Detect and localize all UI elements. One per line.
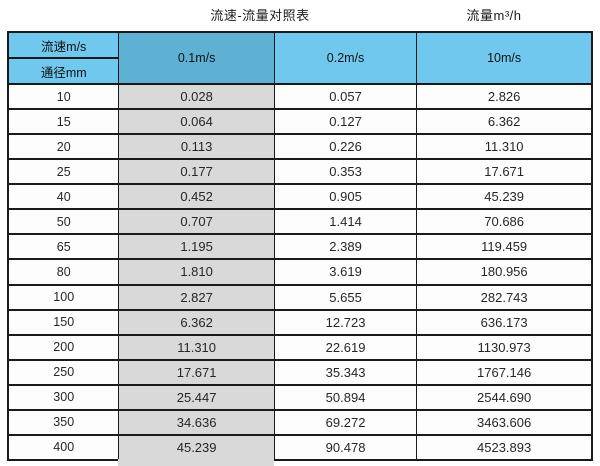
diameter-cell: 25 bbox=[7, 158, 120, 186]
table-row: 250 17.671 35.343 1767.146 bbox=[7, 358, 593, 386]
flow-value-cell: 0.452 bbox=[118, 183, 275, 211]
flow-value-cell: 1767.146 bbox=[416, 358, 593, 386]
table-row: 50 0.707 1.414 70.686 bbox=[7, 208, 593, 236]
flow-value-cell: 180.956 bbox=[416, 258, 593, 286]
table-row: 100 2.827 5.655 282.743 bbox=[7, 283, 593, 311]
flow-value-cell: 3463.606 bbox=[416, 408, 593, 436]
flow-value-cell: 2544.690 bbox=[416, 383, 593, 411]
flow-value-cell: 0.064 bbox=[118, 108, 275, 136]
page-title: 流速-流量对照表 bbox=[210, 8, 310, 23]
table-row: 20 0.113 0.226 11.310 bbox=[7, 133, 593, 161]
flow-value-cell: 0.353 bbox=[273, 158, 418, 186]
diameter-cell: 80 bbox=[7, 258, 120, 286]
flow-value-cell: 90.478 bbox=[273, 433, 418, 462]
diameter-cell: 50 bbox=[7, 208, 120, 236]
diameter-cell: 40 bbox=[7, 183, 120, 211]
header-velocity-label: 流速m/s bbox=[7, 31, 120, 59]
diameter-cell: 250 bbox=[7, 358, 120, 386]
header-row-velocity: 流速m/s 0.1m/s 0.2m/s 10m/s bbox=[7, 31, 593, 85]
diameter-cell: 150 bbox=[7, 308, 120, 336]
flow-value-cell: 636.173 bbox=[416, 308, 593, 336]
table-row: 40 0.452 0.905 45.239 bbox=[7, 183, 593, 211]
table-row: 15 0.064 0.127 6.362 bbox=[7, 108, 593, 136]
flow-value-cell: 1.195 bbox=[118, 233, 275, 261]
flow-value-cell: 25.447 bbox=[118, 383, 275, 411]
flow-value-cell: 0.127 bbox=[273, 108, 418, 136]
flow-value-cell: 45.239 bbox=[118, 433, 275, 462]
flow-value-cell: 0.177 bbox=[118, 158, 275, 186]
flow-value-cell: 1130.973 bbox=[416, 333, 593, 361]
flow-value-cell: 119.459 bbox=[416, 233, 593, 261]
flow-value-cell: 35.343 bbox=[273, 358, 418, 386]
flow-value-cell: 17.671 bbox=[416, 158, 593, 186]
flow-value-cell: 11.310 bbox=[416, 133, 593, 161]
diameter-cell: 200 bbox=[7, 333, 120, 361]
flow-value-cell: 17.671 bbox=[118, 358, 275, 386]
flow-value-cell: 0.028 bbox=[118, 82, 275, 111]
table-row: 150 6.362 12.723 636.173 bbox=[7, 308, 593, 336]
flow-value-cell: 50.894 bbox=[273, 383, 418, 411]
table-row: 200 11.310 22.619 1130.973 bbox=[7, 333, 593, 361]
table-body: 10 0.028 0.057 2.826 15 0.064 0.127 6.362 20 0.11… bbox=[7, 82, 593, 462]
flow-value-cell: 11.310 bbox=[118, 333, 275, 361]
table-row: 65 1.195 2.389 119.459 bbox=[7, 233, 593, 261]
flow-value-cell: 1.810 bbox=[118, 258, 275, 286]
flow-value-cell: 1.414 bbox=[273, 208, 418, 236]
flow-value-cell: 70.686 bbox=[416, 208, 593, 236]
flow-value-cell: 69.272 bbox=[273, 408, 418, 436]
table-row: 400 45.239 90.478 4523.893 bbox=[7, 433, 593, 462]
flow-value-cell: 6.362 bbox=[118, 308, 275, 336]
table-header: 流速m/s 0.1m/s 0.2m/s 10m/s 通径mm bbox=[7, 31, 593, 85]
cropped-next-row-stub bbox=[118, 459, 274, 466]
table-row: 300 25.447 50.894 2544.690 bbox=[7, 383, 593, 411]
table-row: 350 34.636 69.272 3463.606 bbox=[7, 408, 593, 436]
flow-value-cell: 0.905 bbox=[273, 183, 418, 211]
table-row: 10 0.028 0.057 2.826 bbox=[7, 82, 593, 111]
diameter-cell: 400 bbox=[7, 433, 120, 462]
diameter-cell: 15 bbox=[7, 108, 120, 136]
flow-value-cell: 45.239 bbox=[416, 183, 593, 211]
flow-value-cell: 0.707 bbox=[118, 208, 275, 236]
header-diameter-label: 通径mm bbox=[7, 57, 120, 85]
diameter-cell: 300 bbox=[7, 383, 120, 411]
flow-value-cell: 0.226 bbox=[273, 133, 418, 161]
table-row: 25 0.177 0.353 17.671 bbox=[7, 158, 593, 186]
flow-value-cell: 6.362 bbox=[416, 108, 593, 136]
flow-value-cell: 0.113 bbox=[118, 133, 275, 161]
header-velocity-0-2: 0.2m/s bbox=[273, 31, 418, 85]
header-row-diameter: 通径mm bbox=[7, 57, 592, 85]
flow-value-cell: 12.723 bbox=[273, 308, 418, 336]
flow-value-cell: 3.619 bbox=[273, 258, 418, 286]
flow-unit-label: 流量m³/h bbox=[466, 8, 522, 23]
diameter-cell: 65 bbox=[7, 233, 120, 261]
flow-value-cell: 22.619 bbox=[273, 333, 418, 361]
flow-value-cell: 2.827 bbox=[118, 283, 275, 311]
flow-value-cell: 2.389 bbox=[273, 233, 418, 261]
diameter-cell: 100 bbox=[7, 283, 120, 311]
header-velocity-0-1: 0.1m/s bbox=[118, 31, 275, 85]
flow-value-cell: 5.655 bbox=[273, 283, 418, 311]
flow-value-cell: 282.743 bbox=[416, 283, 593, 311]
diameter-cell: 20 bbox=[7, 133, 120, 161]
flow-value-cell: 2.826 bbox=[416, 82, 593, 111]
flow-value-cell: 34.636 bbox=[118, 408, 275, 436]
flow-rate-table: 流速m/s 0.1m/s 0.2m/s 10m/s 通径mm 10 0.028 0.… bbox=[7, 31, 593, 462]
table-row: 80 1.810 3.619 180.956 bbox=[7, 258, 593, 286]
flow-value-cell: 0.057 bbox=[273, 82, 418, 111]
diameter-cell: 10 bbox=[7, 82, 120, 111]
flow-value-cell: 4523.893 bbox=[416, 433, 593, 462]
diameter-cell: 350 bbox=[7, 408, 120, 436]
header-velocity-10: 10m/s bbox=[416, 31, 593, 85]
